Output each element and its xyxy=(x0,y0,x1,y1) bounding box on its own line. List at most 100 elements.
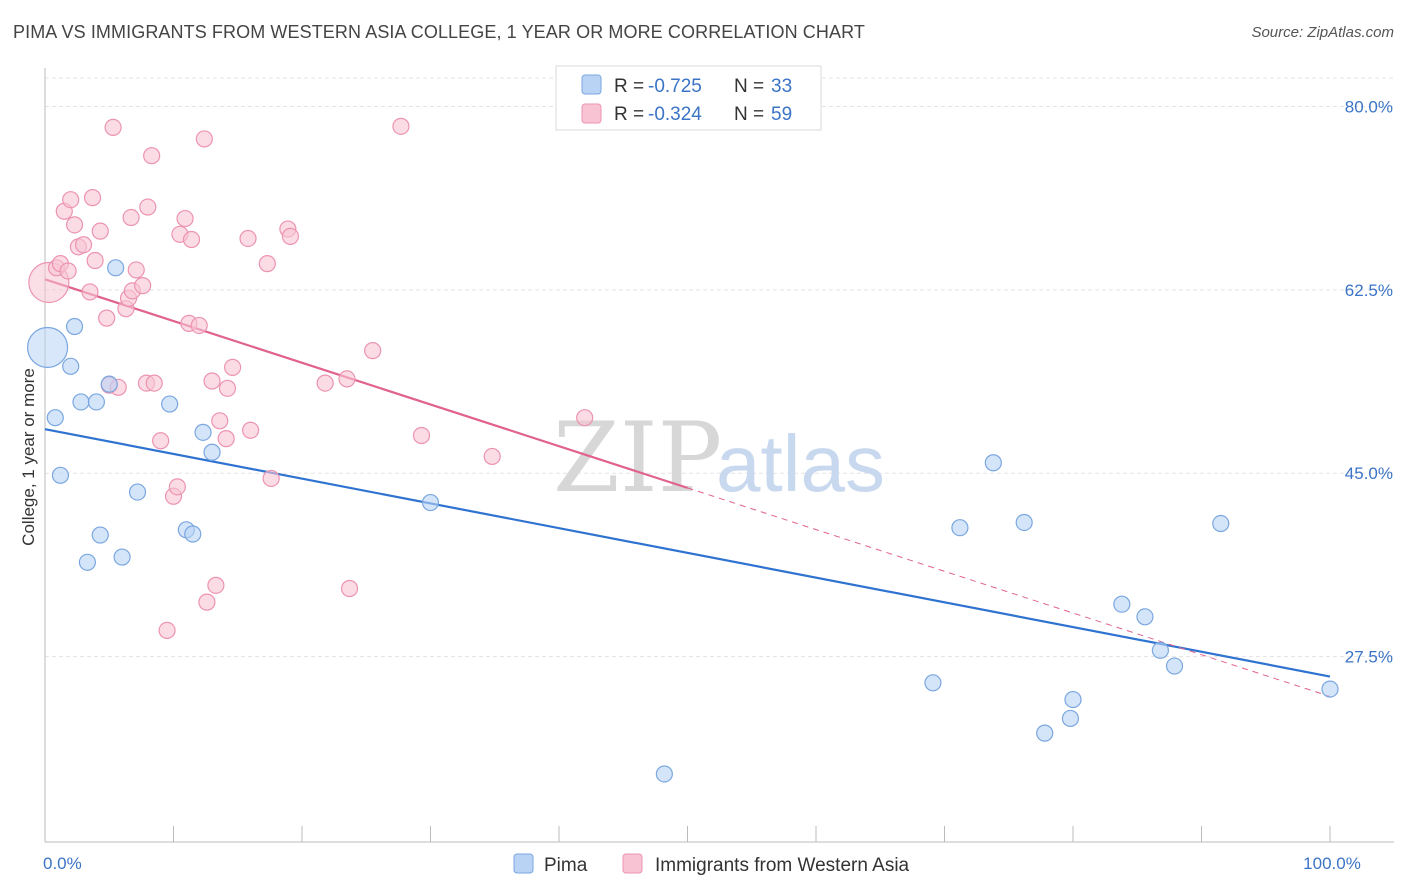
chart-source: Source: ZipAtlas.com xyxy=(1251,24,1394,41)
data-point-imm xyxy=(104,118,122,136)
data-point-imm xyxy=(83,189,102,207)
data-point-imm xyxy=(262,469,280,488)
data-point-pima xyxy=(51,466,70,484)
axis-layer: 80.0% 62.5% 45.0% 27.5% 0.0% 100.0% xyxy=(43,68,1394,873)
data-point-pima xyxy=(1165,657,1184,675)
data-point-imm xyxy=(224,358,242,376)
data-point-imm xyxy=(74,236,93,254)
data-point-pima xyxy=(113,548,131,566)
data-point-imm xyxy=(127,261,145,279)
data-point-imm xyxy=(122,208,140,227)
data-point-imm xyxy=(143,147,161,165)
y-tick-label: 62.5% xyxy=(1345,281,1393,300)
bottom-legend-swatch-pima[interactable] xyxy=(513,853,534,874)
data-point-imm xyxy=(168,478,186,496)
data-point-imm xyxy=(198,593,216,611)
data-point-pima xyxy=(984,454,1002,472)
data-point-pima xyxy=(161,395,179,413)
data-point-pima xyxy=(655,765,673,783)
data-point-imm xyxy=(316,374,334,392)
data-point-imm xyxy=(190,316,208,335)
data-point-imm xyxy=(86,251,104,270)
data-point-pima xyxy=(91,526,109,544)
data-point-pima xyxy=(1015,513,1033,532)
data-point-pima xyxy=(72,393,90,411)
legend-r-label-immigrants: R = xyxy=(614,104,644,125)
watermark: ZIP atlas xyxy=(553,402,885,514)
data-point-imm xyxy=(281,227,300,245)
data-point-imm xyxy=(134,277,152,295)
legend-r-value-pima: -0.725 xyxy=(648,76,702,97)
data-point-imm xyxy=(217,430,235,448)
data-point-imm xyxy=(218,379,237,397)
legend-n-value-immigrants: 59 xyxy=(771,104,792,125)
data-point-pima xyxy=(65,317,84,336)
data-point-pima xyxy=(421,493,440,512)
data-points xyxy=(26,117,1339,783)
data-point-pima xyxy=(203,443,221,461)
trend-line-imm xyxy=(44,278,688,489)
data-point-imm xyxy=(59,262,77,280)
data-point-imm xyxy=(62,191,80,209)
legend-swatch-immigrants xyxy=(581,103,602,124)
y-tick-label: 45.0% xyxy=(1345,464,1393,483)
series-legend: Pima Immigrants from Western Asia xyxy=(513,853,910,876)
data-point-pima xyxy=(951,519,969,537)
data-point-pima xyxy=(128,483,147,501)
data-point-imm xyxy=(152,432,170,450)
data-point-pima xyxy=(100,375,118,393)
data-point-imm xyxy=(139,198,157,216)
data-point-pima xyxy=(1321,680,1339,698)
data-point-pima xyxy=(1151,641,1169,659)
trend-line-extension-imm xyxy=(687,487,1331,697)
data-point-pima xyxy=(1212,514,1230,533)
y-axis-title: College, 1 year or more xyxy=(19,368,38,546)
data-point-imm xyxy=(576,409,594,427)
legend-n-value-pima: 33 xyxy=(771,76,792,97)
data-point-imm xyxy=(338,370,356,388)
data-point-pima xyxy=(184,525,202,543)
legend-r-value-immigrants: -0.324 xyxy=(648,104,702,125)
data-point-pima xyxy=(107,259,125,277)
data-point-imm xyxy=(258,255,276,273)
data-point-pima xyxy=(46,409,64,427)
data-point-imm xyxy=(81,283,99,301)
data-point-imm xyxy=(195,130,213,148)
data-point-imm xyxy=(207,576,225,594)
data-point-imm xyxy=(91,222,109,240)
x-tick-label: 0.0% xyxy=(43,854,82,873)
data-point-imm xyxy=(145,374,163,392)
data-point-imm xyxy=(65,216,84,234)
legend-r-label-pima: R = xyxy=(614,76,644,97)
y-tick-label: 80.0% xyxy=(1345,97,1393,116)
data-point-imm xyxy=(98,309,116,327)
data-point-imm xyxy=(340,579,359,598)
trend-line-pima xyxy=(44,428,1331,678)
data-point-imm xyxy=(176,209,194,228)
data-point-imm xyxy=(412,426,431,445)
data-point-pima xyxy=(1064,690,1082,709)
data-point-imm xyxy=(239,229,257,248)
data-point-imm xyxy=(364,342,382,360)
bottom-legend-immigrants[interactable]: Immigrants from Western Asia xyxy=(655,855,910,876)
data-point-pima xyxy=(1061,709,1080,728)
grid-layer xyxy=(45,77,1394,658)
data-point-pima xyxy=(62,357,80,375)
data-point-imm xyxy=(182,230,201,249)
x-tick-label: 100.0% xyxy=(1303,854,1361,873)
data-point-pima xyxy=(87,393,106,411)
legend-swatch-pima xyxy=(581,74,602,95)
y-tick-label: 27.5% xyxy=(1345,648,1393,667)
bottom-legend-swatch-immigrants[interactable] xyxy=(622,853,643,874)
bottom-legend-pima[interactable]: Pima xyxy=(544,855,588,876)
data-point-pima xyxy=(26,326,69,369)
chart-title: PIMA VS IMMIGRANTS FROM WESTERN ASIA COL… xyxy=(13,22,865,42)
data-point-imm xyxy=(203,372,221,390)
legend-n-label-pima: N = xyxy=(734,76,764,97)
data-point-pima xyxy=(1136,608,1154,626)
data-point-pima xyxy=(1113,595,1131,613)
data-point-imm xyxy=(158,621,176,640)
legend-n-label-immigrants: N = xyxy=(734,104,764,125)
data-point-imm xyxy=(242,421,260,439)
